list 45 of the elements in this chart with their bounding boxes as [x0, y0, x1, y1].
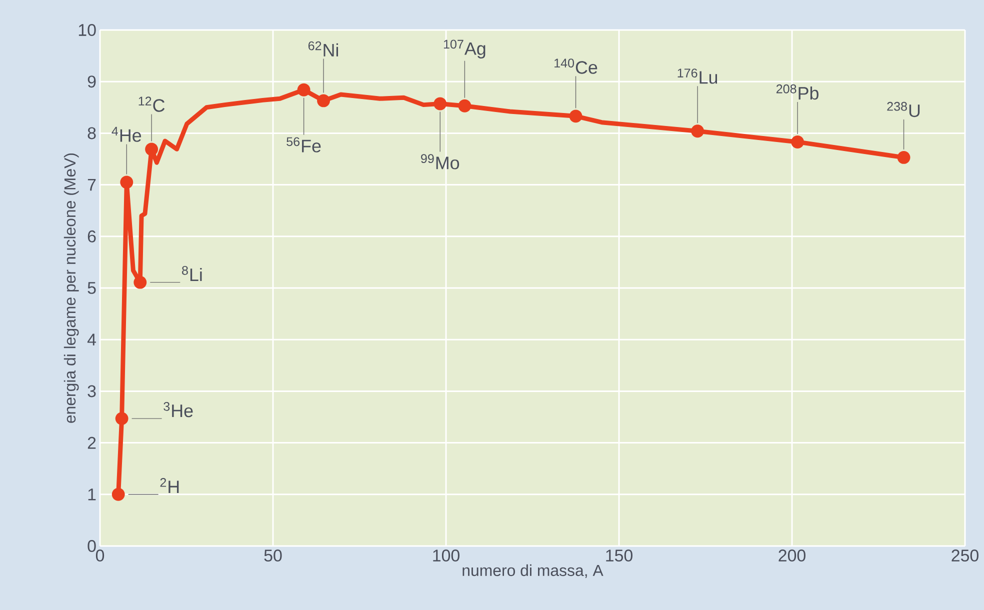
- y-axis-title: energia di legame per nucleone (MeV): [64, 153, 79, 423]
- x-tick-label: 50: [264, 550, 282, 562]
- point: [112, 488, 125, 501]
- annotation: $^{2}$H: [160, 478, 179, 494]
- annotation: $^{8}$Li: [182, 266, 202, 281]
- annotation: $^{238}$U: [887, 102, 920, 118]
- annotation: $^{99}$Mo: [421, 154, 460, 170]
- point: [317, 94, 330, 108]
- x-tick-label: 200: [778, 550, 806, 562]
- point: [115, 412, 128, 426]
- point: [458, 99, 472, 112]
- x-axis-title: numero di massa, A: [462, 564, 604, 578]
- point: [569, 110, 582, 123]
- x-tick-label: 150: [606, 550, 632, 562]
- annotation: $^{3}$He: [164, 402, 193, 418]
- y-tick-label: 6: [88, 230, 96, 242]
- annotation: $^{62}$Ni: [308, 41, 338, 56]
- x-tick-label: 0: [96, 550, 104, 562]
- y-tick-label: 4: [87, 334, 96, 346]
- annotation: $^{208}$Pb: [776, 84, 818, 100]
- point: [791, 135, 804, 148]
- y-tick-label: 7: [88, 178, 96, 191]
- y-tick-label: 2: [88, 436, 96, 449]
- y-tick-label: 5: [88, 282, 96, 294]
- annotation: $^{12}$C: [138, 96, 165, 112]
- annotation: $^{176}$Lu: [678, 68, 718, 84]
- y-tick-label: 3: [88, 385, 96, 398]
- annotation: $^{140}$Ce: [554, 58, 598, 74]
- point: [897, 150, 910, 164]
- annotation: $^{56}$Fe: [286, 137, 321, 152]
- y-tick-label: 9: [88, 76, 96, 88]
- annotation: $^{107}$Ag: [444, 40, 486, 59]
- y-tick-label: 8: [88, 127, 96, 140]
- point: [434, 97, 447, 110]
- point: [145, 142, 158, 156]
- y-tick-label: 0: [88, 540, 96, 552]
- y-tick-label: 10: [78, 24, 96, 36]
- y-tick-label: 1: [88, 488, 96, 500]
- point: [134, 276, 147, 289]
- point: [297, 83, 310, 96]
- x-tick-label: 250: [952, 550, 978, 562]
- x-tick-label: 100: [433, 550, 460, 562]
- point: [120, 176, 134, 189]
- point: [691, 124, 704, 138]
- annotation: $^{4}$He: [112, 126, 142, 142]
